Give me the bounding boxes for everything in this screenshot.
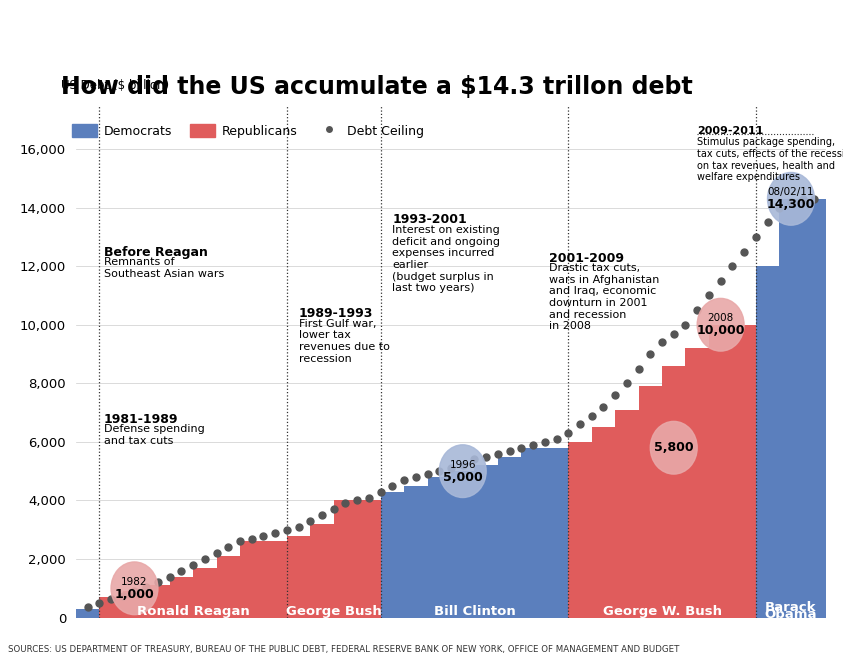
Ellipse shape (111, 562, 158, 615)
Bar (709, 325, 756, 618)
Bar (310, 524, 334, 618)
Text: Bill Clinton: Bill Clinton (433, 605, 515, 618)
Ellipse shape (439, 445, 486, 497)
Bar (169, 577, 193, 618)
Ellipse shape (767, 173, 814, 225)
Text: Drastic tax cuts,
wars in Afghanistan
and Iraq, economic
downturn in 2001
and re: Drastic tax cuts, wars in Afghanistan an… (550, 263, 660, 331)
Bar (123, 591, 146, 618)
Bar (615, 410, 639, 618)
Text: Obama: Obama (765, 608, 817, 621)
Bar (217, 556, 240, 618)
Bar (240, 541, 287, 618)
Text: Defense spending
and tax cuts: Defense spending and tax cuts (104, 424, 205, 446)
Text: 1993-2001: 1993-2001 (392, 214, 467, 227)
Bar (381, 491, 404, 618)
Text: 5,000: 5,000 (443, 470, 482, 484)
Text: US Debt ($ billion): US Debt ($ billion) (61, 79, 169, 93)
Text: SOURCES: US DEPARTMENT OF TREASURY, BUREAU OF THE PUBLIC DEBT, FEDERAL RESERVE B: SOURCES: US DEPARTMENT OF TREASURY, BURE… (8, 645, 679, 654)
Text: Barack: Barack (765, 601, 817, 614)
Text: 14,300: 14,300 (767, 198, 815, 211)
Bar (685, 348, 709, 618)
Text: 5,800: 5,800 (654, 442, 694, 454)
Bar (334, 501, 381, 618)
Bar (568, 442, 592, 618)
Bar (76, 609, 99, 618)
Bar (639, 386, 662, 618)
Text: 1982: 1982 (121, 577, 148, 587)
Text: 1,000: 1,000 (115, 587, 154, 600)
Text: 1989-1993: 1989-1993 (298, 307, 373, 320)
Text: Stimulus package spending,
tax cuts, effects of the recession
on tax revenues, h: Stimulus package spending, tax cuts, eff… (697, 137, 843, 182)
Text: 2001-2009: 2001-2009 (550, 252, 625, 265)
Bar (193, 568, 217, 618)
Text: 2008: 2008 (707, 313, 733, 323)
Text: How did the US accumulate a $14.3 trillon debt: How did the US accumulate a $14.3 trillo… (61, 75, 693, 99)
Bar (99, 597, 123, 618)
Bar (146, 585, 169, 618)
Bar (592, 427, 615, 618)
Text: George W. Bush: George W. Bush (603, 605, 722, 618)
Bar (662, 366, 685, 618)
Bar (521, 447, 568, 618)
Text: 08/02/11: 08/02/11 (768, 187, 814, 197)
Ellipse shape (697, 298, 744, 351)
Text: Interest on existing
deficit and ongoing
expenses incurred
earlier
(budget surpl: Interest on existing deficit and ongoing… (392, 225, 501, 293)
Text: Ronald Reagan: Ronald Reagan (137, 605, 250, 618)
Bar (475, 465, 498, 618)
Text: 1996: 1996 (449, 460, 476, 470)
Bar (779, 199, 826, 618)
Text: Before Reagan: Before Reagan (104, 246, 208, 259)
Text: 1981-1989: 1981-1989 (104, 413, 179, 426)
Text: First Gulf war,
lower tax
revenues due to
recession: First Gulf war, lower tax revenues due t… (298, 319, 389, 364)
Legend: Democrats, Republicans, Debt Ceiling: Democrats, Republicans, Debt Ceiling (67, 119, 429, 143)
Ellipse shape (650, 421, 697, 474)
Text: Remnants of
Southeast Asian wars: Remnants of Southeast Asian wars (104, 258, 224, 279)
Bar (451, 471, 475, 618)
Bar (404, 486, 427, 618)
Bar (287, 535, 310, 618)
Text: 10,000: 10,000 (696, 324, 745, 337)
Bar (756, 266, 779, 618)
Text: 2009-2011: 2009-2011 (697, 125, 764, 135)
Text: George Bush: George Bush (286, 605, 382, 618)
Bar (427, 477, 451, 618)
Bar (498, 457, 521, 618)
